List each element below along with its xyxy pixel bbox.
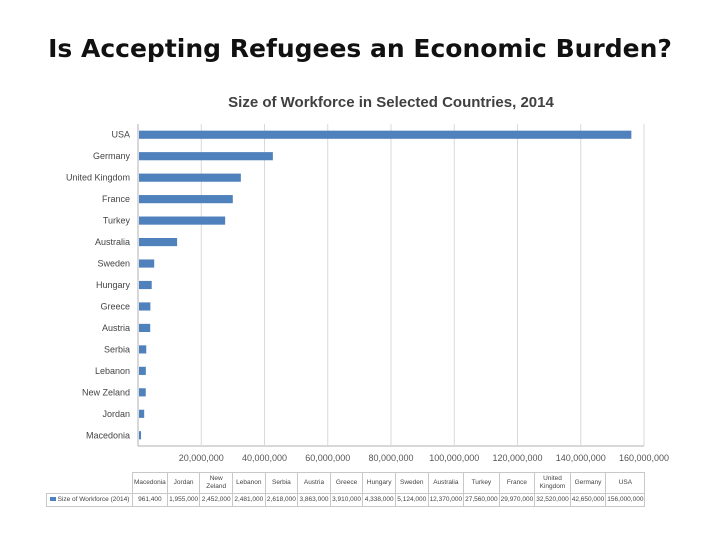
table-header-cell: Germany — [569, 472, 607, 494]
table-cell: 961,400 — [132, 493, 168, 507]
table-header-cell: France — [498, 472, 536, 494]
bar — [139, 130, 632, 139]
bar — [139, 431, 142, 440]
category-label: Hungary — [96, 280, 131, 290]
category-label: Jordan — [102, 409, 130, 419]
category-label: USA — [111, 130, 130, 140]
slide-title: Is Accepting Refugees an Economic Burden… — [48, 34, 672, 63]
category-label: Lebanon — [95, 366, 130, 376]
bar — [139, 323, 151, 333]
table-header-row: Macedonia Jordan New Zeland Lebanon Serbia Au… — [46, 472, 646, 494]
bar — [139, 173, 241, 182]
category-label: Serbia — [104, 344, 130, 354]
bar — [139, 409, 145, 418]
x-tick-label: 40,000,000 — [242, 453, 287, 463]
bar — [139, 345, 147, 354]
category-label: Sweden — [97, 259, 130, 269]
x-tick-label: 100,000,000 — [429, 453, 479, 463]
legend-swatch — [49, 497, 56, 502]
bar — [139, 388, 146, 397]
table-header-cell: New Zeland — [199, 472, 233, 494]
x-tick-label: 60,000,000 — [305, 453, 350, 463]
table-header-cell: Jordan — [166, 472, 201, 494]
category-label: New Zeland — [82, 387, 130, 397]
category-label: France — [102, 194, 130, 204]
table-header-cell: Serbia — [264, 472, 299, 494]
category-label: United Kingdom — [66, 173, 130, 183]
bar — [139, 152, 273, 161]
x-tick-labels: 20,000,000 40,000,000 60,000,000 80,000,000… — [179, 453, 669, 463]
table-cell: 2,481,000 — [232, 493, 266, 507]
table-cell: 5,124,000 — [394, 493, 429, 507]
table-cell: 2,618,000 — [264, 493, 299, 507]
table-header-cell: Sweden — [394, 472, 429, 494]
table-cell: 29,970,000 — [498, 493, 536, 507]
table-cell: 2,452,000 — [199, 493, 233, 507]
table-header-cell: United Kingdom — [534, 472, 571, 494]
chart-title: Size of Workforce in Selected Countries,… — [228, 94, 554, 111]
bar — [139, 366, 146, 375]
table-header-cell: Australia — [427, 472, 465, 494]
bar — [139, 237, 178, 247]
category-labels: USA Germany United Kingdom France Turkey Aust… — [66, 130, 131, 441]
table-row: Size of Workforce (2014) 961,400 1,955,00… — [46, 493, 646, 507]
category-label: Turkey — [103, 216, 131, 226]
table-row-label: Size of Workforce (2014) — [46, 493, 133, 507]
table-header-cell: USA — [605, 472, 646, 494]
category-label: Australia — [95, 237, 130, 247]
x-tick-label: 120,000,000 — [492, 453, 542, 463]
table-cell: 156,000,000 — [605, 493, 646, 507]
category-label: Austria — [102, 323, 130, 333]
table-cell: 3,863,000 — [297, 493, 331, 507]
x-tick-label: 20,000,000 — [179, 453, 224, 463]
bar — [139, 216, 226, 225]
category-label: Greece — [100, 301, 130, 311]
x-tick-label: 140,000,000 — [556, 453, 606, 463]
category-label: Germany — [93, 151, 131, 161]
table-cell: 32,520,000 — [534, 493, 571, 507]
table-cell: 4,338,000 — [362, 493, 396, 507]
table-corner — [46, 472, 133, 494]
table-cell: 12,370,000 — [427, 493, 465, 507]
table-cell: 1,955,000 — [166, 493, 201, 507]
bar — [139, 195, 233, 204]
table-header-cell: Hungary — [362, 472, 396, 494]
table-header-cell: Macedonia — [132, 472, 168, 494]
gridlines — [137, 124, 645, 447]
x-tick-label: 160,000,000 — [619, 453, 669, 463]
bar — [139, 302, 151, 311]
table-header-cell: Austria — [297, 472, 331, 494]
table-header-cell: Greece — [329, 472, 364, 494]
table-header-cell: Turkey — [463, 472, 500, 494]
data-table: Macedonia Jordan New Zeland Lebanon Serbia Au… — [46, 472, 646, 507]
bar — [139, 259, 155, 268]
table-cell: 3,910,000 — [329, 493, 364, 507]
table-cell: 42,650,000 — [569, 493, 607, 507]
table-cell: 27,560,000 — [463, 493, 500, 507]
x-tick-label: 80,000,000 — [368, 453, 413, 463]
bar — [139, 280, 152, 290]
category-label: Macedonia — [86, 430, 130, 440]
bars — [139, 130, 632, 440]
table-header-cell: Lebanon — [232, 472, 266, 494]
